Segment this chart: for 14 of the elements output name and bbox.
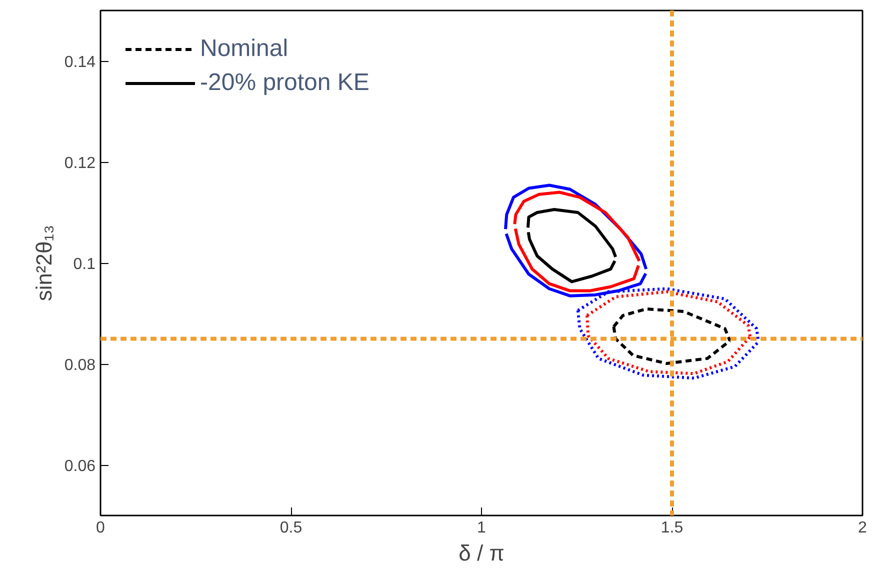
- x-tick-label: 0: [96, 520, 106, 536]
- x-tick-label: 0.5: [280, 520, 302, 536]
- y-tick-label: 0.06: [64, 458, 96, 475]
- x-tick-label: 2: [858, 520, 868, 536]
- legend-label: Nominal: [200, 35, 288, 63]
- y-tick-label: 0.08: [64, 357, 96, 374]
- y-tick-label: 0.12: [64, 155, 96, 172]
- x-tick-label: 1.5: [660, 520, 684, 536]
- y-tick-label: 0.14: [64, 54, 96, 71]
- x-tick-label: 1: [477, 520, 486, 536]
- y-axis-title: sin²2θ₁₃: [31, 224, 56, 302]
- x-axis-title: δ / π: [458, 540, 504, 566]
- y-tick-label: 0.1: [73, 256, 96, 273]
- legend-label: -20% proton KE: [200, 69, 370, 97]
